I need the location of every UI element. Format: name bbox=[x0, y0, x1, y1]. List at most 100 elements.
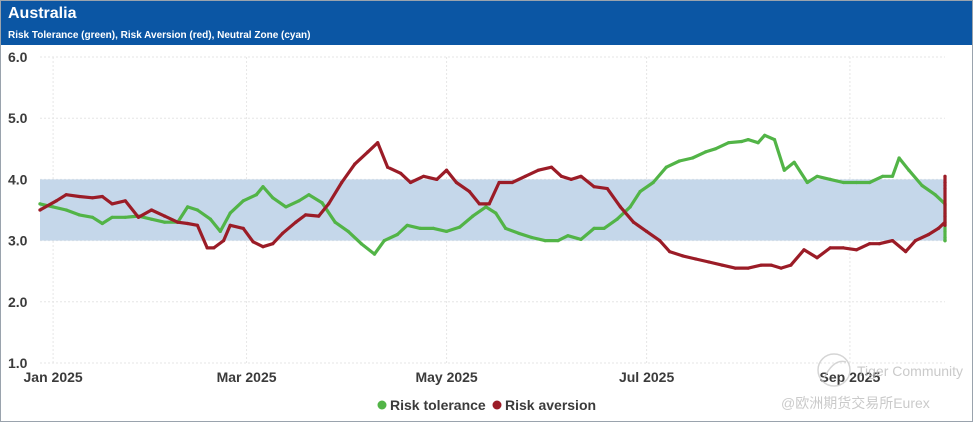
data-point-tolerance-70 bbox=[868, 180, 872, 185]
data-point-aversion-24 bbox=[304, 213, 308, 217]
data-point-aversion-3 bbox=[77, 194, 81, 199]
data-point-aversion-16 bbox=[222, 239, 226, 243]
data-point-aversion-75 bbox=[913, 239, 918, 243]
chart-subtitle: Risk Tolerance (green), Risk Aversion (r… bbox=[8, 30, 311, 41]
watermark-logo-swoosh bbox=[823, 360, 847, 379]
watermark-logo-icon bbox=[817, 353, 851, 387]
data-point-aversion-21 bbox=[271, 242, 275, 246]
data-point-aversion-0 bbox=[38, 208, 42, 212]
data-point-aversion-58 bbox=[707, 260, 711, 264]
data-point-tolerance-31 bbox=[405, 223, 409, 227]
data-point-aversion-72 bbox=[877, 242, 882, 246]
data-point-tolerance-35 bbox=[458, 225, 462, 229]
data-point-tolerance-47 bbox=[602, 226, 606, 230]
data-point-tolerance-7 bbox=[123, 215, 127, 219]
data-point-tolerance-44 bbox=[566, 234, 570, 238]
data-point-aversion-77 bbox=[936, 226, 941, 230]
data-point-tolerance-59 bbox=[746, 138, 750, 142]
data-point-aversion-59 bbox=[720, 263, 724, 267]
data-point-tolerance-36 bbox=[471, 214, 475, 218]
data-point-aversion-29 bbox=[366, 150, 370, 154]
data-point-tolerance-61 bbox=[763, 133, 767, 137]
x-tick-label-1: Mar 2025 bbox=[217, 369, 277, 385]
legend-marker-tolerance bbox=[377, 400, 387, 410]
data-point-aversion-27 bbox=[340, 180, 344, 185]
data-point-aversion-11 bbox=[176, 220, 180, 224]
data-point-aversion-54 bbox=[658, 239, 662, 243]
data-point-tolerance-75 bbox=[920, 183, 924, 188]
data-point-aversion-18 bbox=[241, 226, 245, 230]
data-point-aversion-35 bbox=[435, 177, 439, 181]
data-point-tolerance-64 bbox=[792, 160, 796, 164]
data-point-tolerance-62 bbox=[772, 138, 777, 142]
data-point-aversion-37 bbox=[454, 180, 458, 185]
data-point-aversion-40 bbox=[487, 202, 491, 206]
data-point-aversion-48 bbox=[579, 174, 583, 178]
data-point-tolerance-30 bbox=[395, 232, 399, 237]
series-line-tolerance[interactable] bbox=[38, 133, 947, 256]
data-point-tolerance-20 bbox=[271, 196, 275, 200]
data-point-tolerance-46 bbox=[592, 226, 596, 230]
x-tick-label-3: Jul 2025 bbox=[619, 369, 674, 385]
data-point-tolerance-52 bbox=[664, 165, 668, 169]
data-point-aversion-32 bbox=[399, 171, 403, 175]
data-point-aversion-44 bbox=[536, 168, 541, 172]
data-point-tolerance-56 bbox=[713, 147, 718, 151]
data-point-tolerance-58 bbox=[740, 139, 744, 144]
data-point-aversion-46 bbox=[559, 174, 564, 178]
data-point-tolerance-80 bbox=[943, 229, 947, 233]
data-point-aversion-86 bbox=[943, 174, 947, 178]
data-point-aversion-67 bbox=[815, 256, 819, 260]
data-point-tolerance-48 bbox=[615, 217, 619, 221]
data-point-aversion-45 bbox=[549, 165, 554, 169]
data-point-aversion-80 bbox=[943, 214, 947, 218]
data-point-aversion-8 bbox=[136, 215, 140, 219]
legend-label-aversion[interactable]: Risk aversion bbox=[505, 397, 596, 413]
data-point-aversion-30 bbox=[376, 141, 380, 145]
data-point-aversion-53 bbox=[645, 229, 649, 233]
data-point-tolerance-29 bbox=[382, 239, 386, 243]
data-point-tolerance-57 bbox=[727, 141, 731, 145]
data-point-aversion-60 bbox=[733, 266, 737, 270]
x-tick-label-2: May 2025 bbox=[415, 369, 477, 385]
data-point-tolerance-19 bbox=[261, 185, 265, 189]
data-point-tolerance-27 bbox=[359, 242, 363, 246]
data-point-aversion-26 bbox=[327, 202, 331, 206]
data-point-aversion-25 bbox=[317, 214, 321, 218]
y-tick-label-2: 4.0 bbox=[8, 171, 28, 187]
data-point-tolerance-23 bbox=[307, 193, 311, 197]
data-point-aversion-6 bbox=[110, 202, 114, 206]
data-point-aversion-49 bbox=[592, 185, 596, 189]
data-point-tolerance-12 bbox=[186, 205, 190, 209]
chart-header: Australia Risk Tolerance (green), Risk A… bbox=[1, 1, 972, 45]
data-point-aversion-10 bbox=[163, 214, 167, 218]
data-point-aversion-74 bbox=[904, 250, 908, 254]
data-point-tolerance-41 bbox=[530, 235, 534, 240]
data-point-tolerance-13 bbox=[195, 208, 199, 212]
y-tick-label-3: 3.0 bbox=[8, 233, 28, 249]
data-point-aversion-83 bbox=[943, 183, 947, 188]
data-point-tolerance-74 bbox=[907, 168, 911, 172]
legend-label-tolerance[interactable]: Risk tolerance bbox=[390, 397, 486, 413]
data-point-aversion-36 bbox=[445, 168, 449, 172]
data-point-aversion-76 bbox=[927, 232, 931, 237]
data-point-aversion-17 bbox=[228, 223, 232, 227]
data-point-aversion-12 bbox=[186, 221, 190, 226]
watermark-line2: @欧洲期货交易所Eurex bbox=[781, 395, 930, 411]
data-point-tolerance-17 bbox=[241, 199, 245, 203]
data-point-aversion-65 bbox=[789, 263, 793, 267]
data-point-aversion-31 bbox=[386, 165, 390, 169]
data-point-tolerance-69 bbox=[854, 180, 859, 185]
data-point-tolerance-45 bbox=[579, 237, 583, 241]
y-tick-label-1: 5.0 bbox=[8, 110, 28, 126]
data-point-tolerance-22 bbox=[297, 199, 301, 203]
data-point-tolerance-71 bbox=[881, 174, 885, 178]
data-point-tolerance-51 bbox=[651, 180, 655, 185]
data-point-aversion-85 bbox=[943, 180, 947, 185]
data-point-tolerance-60 bbox=[756, 141, 760, 145]
data-point-aversion-14 bbox=[205, 246, 209, 250]
data-point-tolerance-32 bbox=[418, 226, 422, 230]
data-point-aversion-62 bbox=[759, 263, 764, 267]
legend-marker-aversion bbox=[492, 400, 502, 410]
